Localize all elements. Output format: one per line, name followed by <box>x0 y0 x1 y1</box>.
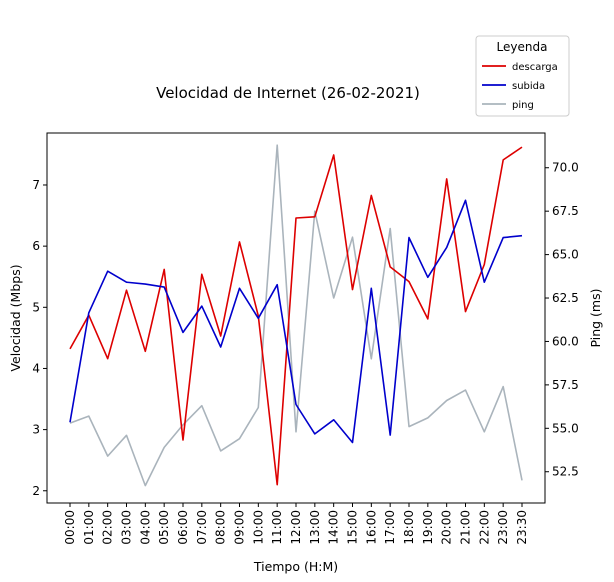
plot-area <box>69 144 523 487</box>
y-tick-label-right: 52.5 <box>552 465 579 479</box>
x-tick-label: 23:30 <box>515 510 529 545</box>
legend-label-subida: subida <box>512 81 545 92</box>
y-tick-label-left: 4 <box>32 361 40 375</box>
y-tick-label-left: 7 <box>32 178 40 192</box>
x-tick-label: 04:00 <box>138 510 152 545</box>
y-axis-label-left: Velocidad (Mbps) <box>8 264 23 371</box>
x-tick-label: 06:00 <box>176 510 190 545</box>
y-tick-label-right: 57.5 <box>552 378 579 392</box>
axes: 00:00 01:00 02:00 03:00 04:00 05:00 06:00 07:00… <box>32 161 578 545</box>
x-tick-label: 18:00 <box>402 510 416 545</box>
x-tick-label: 10:00 <box>251 510 265 545</box>
x-tick-label: 21:00 <box>459 510 473 545</box>
plot-frame <box>46 132 546 504</box>
x-tick-label: 20:00 <box>440 510 454 545</box>
x-tick-label: 00:00 <box>63 510 77 545</box>
y-tick-label-right: 70.0 <box>552 161 579 175</box>
x-tick-label: 13:00 <box>308 510 322 545</box>
series-line-subida <box>69 199 523 444</box>
chart-title: Velocidad de Internet (26-02-2021) <box>156 84 420 102</box>
x-tick-label: 16:00 <box>364 510 378 545</box>
legend-label-descarga: descarga <box>512 62 558 73</box>
y-tick-label-right: 67.5 <box>552 204 579 218</box>
x-tick-label: 09:00 <box>233 510 247 545</box>
y-axis-label-right: Ping (ms) <box>588 288 603 347</box>
y-tick-label-right: 60.0 <box>552 334 579 348</box>
x-tick-label: 05:00 <box>157 510 171 545</box>
x-tick-label: 07:00 <box>195 510 209 545</box>
y-tick-label-left: 3 <box>32 423 40 437</box>
y-tick-label-right: 55.0 <box>552 421 579 435</box>
y-tick-label-left: 5 <box>32 300 40 314</box>
legend: Leyenda descarga subida ping <box>475 35 570 117</box>
y-tick-label-right: 65.0 <box>552 248 579 262</box>
x-tick-label: 08:00 <box>214 510 228 545</box>
x-tick-label: 14:00 <box>327 510 341 545</box>
legend-box <box>475 35 570 117</box>
y-tick-label-right: 62.5 <box>552 291 579 305</box>
y-tick-label-left: 2 <box>32 484 40 498</box>
series-line-ping <box>69 144 523 487</box>
legend-title: Leyenda <box>497 40 548 54</box>
x-tick-label: 11:00 <box>270 510 284 545</box>
series-line-descarga <box>69 146 523 486</box>
x-tick-label: 17:00 <box>383 510 397 545</box>
y-tick-label-left: 6 <box>32 239 40 253</box>
x-axis-label: Tiempo (H:M) <box>253 559 338 574</box>
legend-label-ping: ping <box>512 100 534 111</box>
x-tick-label: 19:00 <box>421 510 435 545</box>
x-tick-label: 03:00 <box>120 510 134 545</box>
x-tick-label: 15:00 <box>346 510 360 545</box>
x-tick-label: 12:00 <box>289 510 303 545</box>
x-tick-label: 23:00 <box>496 510 510 545</box>
x-tick-label: 01:00 <box>82 510 96 545</box>
x-tick-label: 22:00 <box>477 510 491 545</box>
x-tick-label: 02:00 <box>101 510 115 545</box>
